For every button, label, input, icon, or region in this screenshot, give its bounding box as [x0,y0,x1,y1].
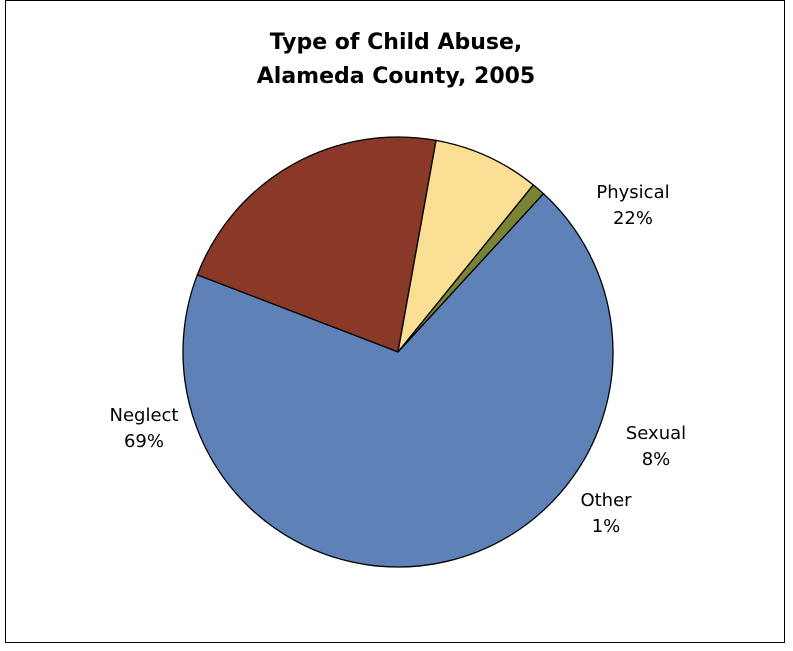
chart-title: Type of Child Abuse, Alameda County, 200… [6,26,786,94]
chart-area: Type of Child Abuse, Alameda County, 200… [5,0,785,643]
pie-label-other-value: 1% [592,516,621,537]
pie-slice-physical [196,136,437,353]
pie-chart: Neglect 69% Physical 22% Sexual 8% Other 1% [110,136,686,568]
pie-label-other-name: Other [580,490,632,511]
pie-slice-sexual [397,139,534,353]
pie-label-physical-value: 22% [613,208,653,229]
pie-label-neglect-name: Neglect [110,405,179,426]
pie-label-neglect-value: 69% [124,431,164,452]
chart-title-line-1: Type of Child Abuse, [269,30,523,55]
chart-title-line-2: Alameda County, 2005 [256,64,536,89]
pie-slice-neglect [182,193,614,568]
pie-label-sexual-name: Sexual [626,423,686,444]
pie-label-physical-name: Physical [596,182,669,203]
pie-label-sexual-value: 8% [642,449,671,470]
